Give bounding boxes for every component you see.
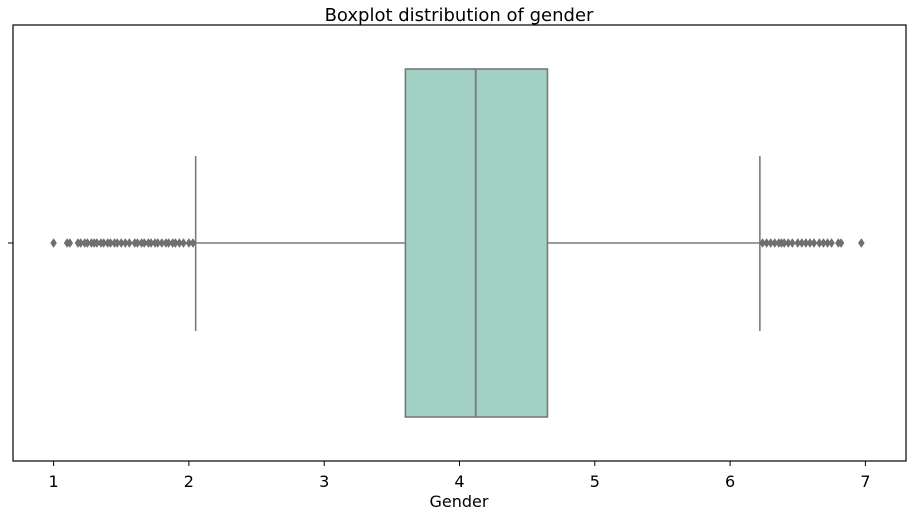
- box-group: [404, 68, 549, 418]
- x-tick-label-3: 3: [319, 472, 329, 491]
- x-tick-label-5: 5: [590, 472, 600, 491]
- outlier-point-low-33: [180, 238, 187, 248]
- outlier-point-low-2: [66, 238, 74, 248]
- x-tick-label-1: 1: [48, 472, 58, 491]
- x-tick-label-7: 7: [860, 472, 870, 491]
- outlier-point-low-35: [189, 238, 197, 248]
- x-tick-label-6: 6: [725, 472, 735, 491]
- outlier-point-high-49: [810, 238, 818, 248]
- outlier-point-high-56: [858, 238, 865, 248]
- x-axis-label: Gender: [430, 492, 489, 511]
- x-axis-tick-labels: 1 2 3 4 5 6 7: [48, 472, 870, 491]
- x-tick-label-2: 2: [184, 472, 194, 491]
- chart-title: Boxplot distribution of gender: [325, 5, 594, 26]
- outlier-group: [50, 238, 865, 248]
- x-tick-label-4: 4: [454, 472, 464, 491]
- x-axis-ticks: [53, 461, 866, 466]
- outlier-point-high-55: [837, 238, 845, 248]
- outlier-point-low-18: [126, 238, 133, 248]
- outlier-point-high-44: [789, 238, 796, 248]
- outlier-point-low-0: [50, 238, 57, 248]
- outlier-point-high-53: [828, 238, 835, 248]
